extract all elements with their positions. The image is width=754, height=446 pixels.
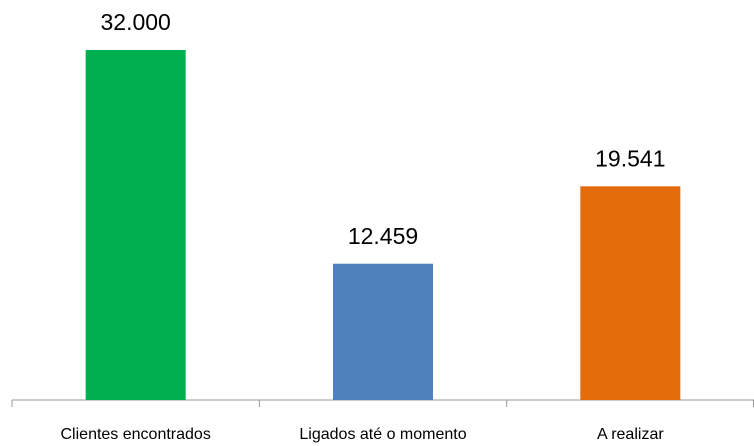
bar (333, 263, 433, 400)
value-label: 32.000 (100, 9, 170, 35)
x-tick-label: Clientes encontrados (61, 426, 211, 443)
value-label: 12.459 (348, 223, 418, 249)
value-label: 19.541 (595, 145, 665, 171)
x-tick-label: A realizar (597, 426, 664, 443)
x-tick-label: Ligados até o momento (299, 426, 466, 443)
bar (85, 50, 186, 400)
bar (580, 186, 681, 400)
